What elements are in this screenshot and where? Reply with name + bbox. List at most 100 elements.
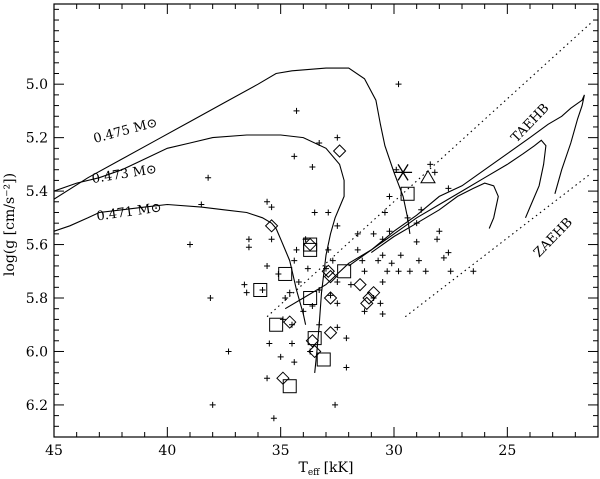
plus-marker-56: [470, 268, 477, 275]
axis-tick-labels: 45 40 35 30 25 5.0 5.2 5.4 5.6 5.8 6.0 6.2: [26, 77, 517, 459]
plus-marker-60: [334, 278, 341, 285]
plus-marker-82: [266, 340, 273, 347]
plus-marker-47: [264, 262, 271, 269]
plus-marker-19: [404, 214, 411, 221]
plus-marker-15: [418, 206, 425, 213]
y-tick-label: 5.2: [26, 131, 48, 147]
plus-marker-37: [379, 252, 386, 259]
plus-marker-31: [245, 244, 252, 251]
x-axis-label: Teff [kK]: [299, 460, 354, 478]
plus-marker-38: [397, 252, 404, 259]
plus-marker-66: [316, 286, 323, 293]
y-tick-label: 6.2: [26, 398, 48, 414]
plus-marker-22: [386, 228, 393, 235]
plus-marker-92: [270, 415, 277, 422]
plus-marker-27: [268, 236, 275, 243]
track-line-1: [54, 134, 345, 373]
plot-frame: [53, 3, 599, 438]
track-line-8: [404, 174, 590, 318]
plus-marker-89: [343, 364, 350, 371]
plus-marker-34: [354, 246, 361, 253]
plus-marker-32: [293, 246, 300, 253]
square-marker-2: [303, 242, 318, 257]
plus-marker-4: [291, 153, 298, 160]
plus-marker-43: [375, 257, 382, 264]
plus-marker-90: [209, 401, 216, 408]
plus-marker-86: [277, 353, 284, 360]
plus-marker-49: [323, 265, 329, 272]
plus-marker-79: [316, 321, 323, 328]
plus-marker-48: [304, 265, 311, 272]
plus-marker-1: [293, 107, 300, 114]
plus-marker-0: [395, 81, 402, 88]
diamond-marker-1: [264, 219, 279, 233]
triangle-marker-0: [420, 169, 436, 184]
y-tick-label: 5.0: [26, 77, 48, 93]
plus-marker-83: [289, 340, 295, 347]
annotation-4: ZAEHB: [531, 215, 576, 261]
plus-marker-53: [406, 268, 413, 275]
plus-marker-7: [427, 161, 434, 168]
plus-marker-21: [334, 222, 341, 229]
square-marker-3: [278, 266, 293, 281]
asterisk-marker-0: [394, 164, 413, 181]
plus-marker-55: [447, 268, 454, 275]
plus-marker-16: [311, 209, 318, 216]
plus-marker-68: [282, 295, 289, 302]
plus-marker-58: [241, 281, 248, 288]
annotation-1: 0.473 M⊙: [91, 162, 158, 187]
plus-marker-81: [343, 335, 350, 342]
square-marker-6: [303, 291, 318, 306]
plus-marker-45: [415, 257, 422, 264]
diamond-marker-5: [353, 277, 367, 292]
plus-marker-70: [334, 300, 341, 307]
plus-marker-78: [289, 321, 295, 328]
plus-marker-35: [413, 238, 420, 245]
plus-marker-28: [379, 236, 386, 243]
diamond-marker-8: [360, 296, 374, 311]
plus-marker-67: [327, 292, 334, 299]
plus-marker-69: [207, 295, 214, 302]
y-tick-label: 6.0: [26, 344, 48, 360]
diamond-marker-9: [323, 291, 338, 305]
square-marker-8: [307, 331, 322, 346]
annotations: 0.475 M⊙ 0.473 M⊙ 0.471 M⊙ TAEHB ZAEHB: [91, 101, 576, 261]
plus-marker-9: [205, 174, 212, 181]
plus-marker-40: [291, 257, 298, 264]
plus-marker-14: [268, 204, 275, 211]
plus-marker-39: [445, 249, 452, 256]
plus-marker-46: [440, 254, 447, 261]
plus-marker-64: [259, 286, 266, 293]
plus-marker-13: [198, 201, 205, 208]
plus-marker-20: [413, 220, 420, 227]
plus-marker-36: [434, 236, 441, 243]
plus-marker-26: [245, 236, 252, 243]
y-tick-label: 5.4: [26, 184, 48, 200]
plus-marker-52: [395, 268, 402, 275]
diamond-marker-0: [332, 144, 347, 158]
plus-marker-44: [388, 260, 395, 267]
x-tick-label: 30: [385, 443, 403, 459]
diamond-marker-7: [362, 291, 376, 305]
track-line-5: [348, 139, 547, 267]
diamond-marker-10: [283, 315, 297, 329]
y-tick-label: 5.6: [26, 238, 48, 254]
square-marker-5: [253, 282, 268, 297]
diamond-marker-6: [366, 285, 381, 300]
x-tick-label: 40: [158, 443, 176, 459]
plus-marker-61: [347, 281, 354, 288]
diamond-marker-4: [323, 269, 338, 284]
plus-marker-63: [243, 289, 250, 296]
plus-marker-25: [436, 228, 443, 235]
plus-marker-17: [325, 209, 332, 216]
annotation-2: 0.471 M⊙: [96, 200, 163, 224]
plus-marker-65: [286, 289, 293, 296]
plus-marker-5: [309, 164, 316, 171]
plus-marker-18: [381, 209, 388, 216]
diamond-marker-11: [323, 326, 338, 340]
x-tick-label: 45: [45, 443, 63, 459]
track-line-3: [275, 228, 307, 325]
track-line-0: [54, 67, 411, 234]
plus-marker-75: [361, 308, 368, 315]
